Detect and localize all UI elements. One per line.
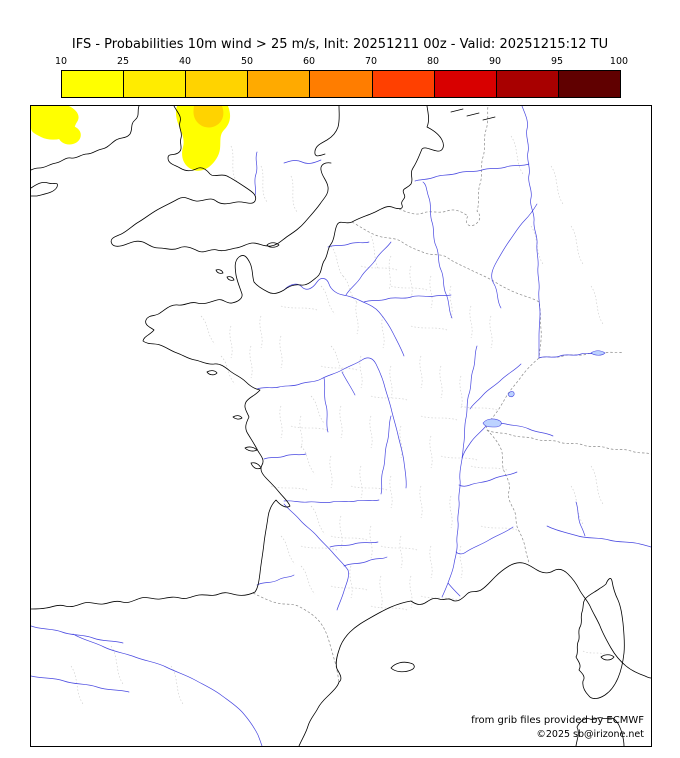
colorbar-tick-40: 40 [178, 56, 192, 67]
map-canvas [31, 106, 651, 746]
colorbar-tick-60: 60 [302, 56, 316, 67]
coastline-britain [110, 106, 340, 281]
colorbar-segment [62, 71, 125, 97]
coastline-continent [31, 106, 444, 610]
colorbar-tick-10: 10 [54, 56, 68, 67]
credit-copyright: ©2025 sb@irizone.net [536, 729, 644, 740]
credit-source: from grib files provided by ECMWF [471, 715, 644, 726]
prob-blob-irish-sea-core [193, 106, 224, 128]
country-borders-path [252, 106, 651, 683]
colorbar-tick-95: 95 [550, 56, 564, 67]
department-borders-path [70, 135, 608, 705]
wind-probability-overlay [31, 106, 231, 171]
colorbar-tick-25: 25 [116, 56, 130, 67]
coastline-islands [206, 108, 625, 746]
colorbar-segment [186, 71, 249, 97]
coastlines [31, 106, 651, 746]
map-frame: from grib files provided by ECMWF ©2025 … [30, 105, 652, 747]
colorbar-segment [372, 71, 435, 97]
colorbar-tick-70: 70 [364, 56, 378, 67]
colorbar [61, 70, 621, 98]
colorbar-tick-50: 50 [240, 56, 254, 67]
colorbar-segment [124, 71, 187, 97]
colorbar-segment [248, 71, 311, 97]
colorbar-segment [310, 71, 373, 97]
rivers [31, 106, 651, 746]
colorbar-tick-100: 100 [609, 56, 629, 67]
chart-title: IFS - Probabilities 10m wind > 25 m/s, I… [71, 37, 609, 52]
colorbar-segment [434, 71, 497, 97]
coastline-mediterranean [298, 562, 651, 746]
colorbar-segment [496, 71, 559, 97]
colorbar-tick-80: 80 [426, 56, 440, 67]
rivers-path [31, 106, 651, 746]
colorbar-segment [558, 71, 620, 97]
coastline-ireland [31, 106, 140, 197]
prob-blob-ireland-sw-2 [58, 125, 81, 145]
map-credits: from grib files provided by ECMWF ©2025 … [471, 715, 644, 740]
lakes [482, 350, 606, 428]
lakes-path [482, 350, 606, 428]
colorbar-ticks: 10 25 40 50 60 70 80 90 95 100 [55, 56, 628, 68]
colorbar-tick-90: 90 [488, 56, 502, 67]
admin-borders [70, 135, 608, 705]
country-borders [252, 106, 651, 683]
